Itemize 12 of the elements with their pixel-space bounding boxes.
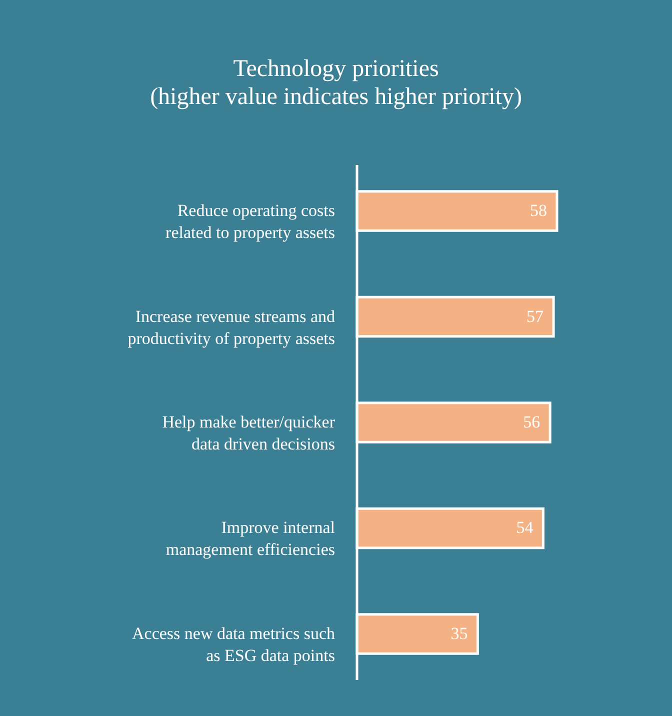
y-tick-label: Increase revenue streams and productivity of property assets xyxy=(128,306,336,348)
data-label: 56 xyxy=(523,412,540,432)
chart-subtitle: (higher value indicates higher priority) xyxy=(150,84,522,110)
y-tick-label: Access new data metrics such as ESG data points xyxy=(132,624,336,665)
chart-title: Technology priorities xyxy=(233,56,439,82)
data-label: 58 xyxy=(530,201,547,220)
y-tick-label: Help make better/quicker data driven decisions xyxy=(162,412,336,454)
y-tick-label: Improve internal management efficiencies xyxy=(166,518,336,560)
data-label: 54 xyxy=(516,518,534,538)
data-label: 57 xyxy=(526,306,544,326)
y-tick-label: Reduce operating costs related to property assets xyxy=(166,201,335,242)
data-label: 35 xyxy=(450,624,468,643)
